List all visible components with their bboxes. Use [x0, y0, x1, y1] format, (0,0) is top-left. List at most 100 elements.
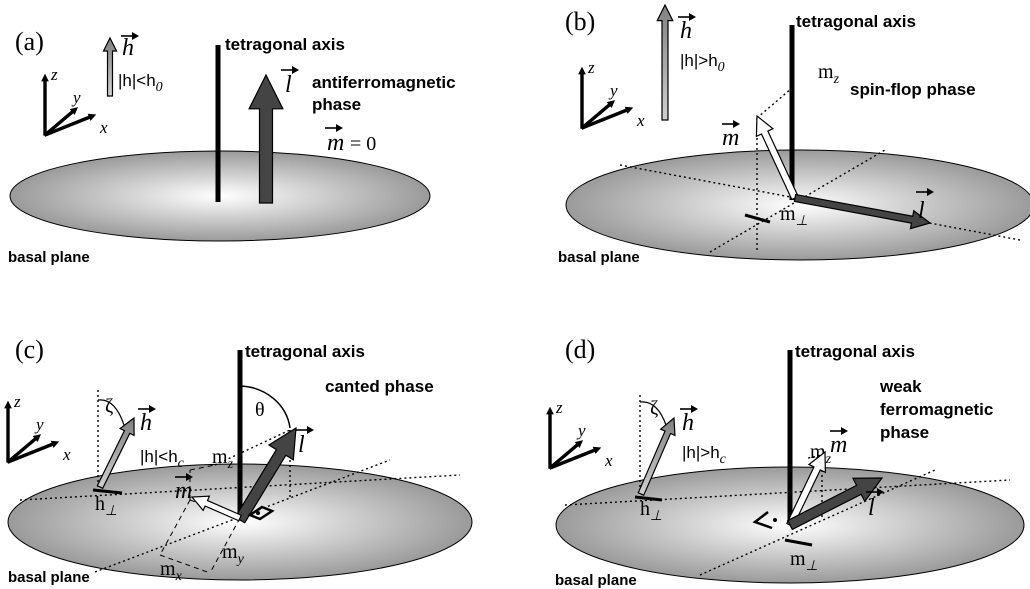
vector-head — [689, 13, 696, 21]
l-label: l — [868, 495, 875, 521]
field-symbol: h — [682, 410, 694, 436]
mx-label-sub: x — [175, 569, 183, 584]
z-label: z — [50, 65, 58, 84]
panel-label: (a) — [15, 27, 44, 56]
phase-label: antiferromagnetic — [312, 73, 456, 92]
m-label: m — [175, 478, 192, 504]
field-condition: |h|>hc — [682, 443, 727, 467]
x-axis — [8, 441, 58, 463]
h-perp-label-sub: ⊥ — [650, 509, 662, 524]
m-label: m — [327, 130, 344, 156]
x-label: x — [604, 451, 613, 470]
vector-head — [132, 32, 139, 40]
panel-label: (d) — [565, 335, 595, 364]
phase-label: spin-flop phase — [850, 80, 976, 99]
panel-label: (b) — [565, 7, 595, 36]
vector-head — [149, 405, 156, 413]
field-symbol: h — [140, 410, 152, 436]
mz-label: mz — [818, 61, 840, 87]
field-condition: |h|>h0 — [680, 51, 725, 75]
right-angle-dot — [773, 518, 777, 522]
zeta-label: ζ — [650, 397, 658, 419]
z-label: z — [555, 398, 563, 417]
field-arrow — [104, 38, 117, 96]
y-axis — [44, 108, 77, 136]
x-label: x — [62, 445, 71, 464]
x-axis — [582, 107, 632, 129]
x-label: x — [99, 118, 108, 137]
theta-arc — [240, 386, 290, 428]
field-symbol: h — [680, 18, 692, 44]
field-condition-sub: 0 — [156, 80, 163, 95]
axis-label: tetragonal axis — [245, 342, 365, 361]
m-perp-label-sub: ⊥ — [806, 559, 818, 574]
z-axis — [579, 68, 585, 128]
l-label: l — [918, 198, 925, 224]
m-label: m — [830, 432, 847, 458]
my-label-sub: y — [236, 552, 245, 567]
y-axis — [581, 101, 614, 129]
x-label: x — [636, 111, 645, 130]
field-condition-main: |h|<h — [140, 447, 178, 466]
plane-label: basal plane — [555, 572, 637, 589]
my-label-main: m — [222, 541, 238, 563]
mz-label-sub: z — [227, 457, 234, 472]
z-axis — [42, 75, 48, 135]
h-perp-label-main: h — [95, 493, 105, 515]
m-perp-label-main: m — [780, 203, 796, 225]
theta-label: θ — [255, 399, 265, 421]
mz-label-main: m — [818, 61, 834, 83]
field-condition-sub: c — [720, 452, 727, 467]
field-condition: |h|<h0 — [118, 71, 163, 95]
y-label: y — [34, 415, 44, 434]
vector-head — [292, 66, 299, 74]
vector-head — [691, 405, 698, 413]
plane-label: basal plane — [558, 249, 640, 266]
x-axis — [550, 447, 600, 469]
mx-label-main: m — [160, 558, 176, 580]
phase-label: canted phase — [325, 377, 434, 396]
plane-label: basal plane — [8, 569, 90, 586]
field-condition-main: |h|>h — [682, 443, 720, 462]
phase-label: weak — [879, 377, 922, 396]
l-label: l — [285, 72, 292, 98]
field-condition-main: |h|>h — [680, 51, 718, 70]
field-condition-main: |h|<h — [118, 71, 156, 90]
basal-plane-disc — [566, 150, 1030, 260]
phase-label: phase — [312, 95, 361, 114]
z-axis — [5, 402, 11, 462]
m-perp-label-main: m — [790, 548, 806, 570]
x-axis — [45, 114, 95, 136]
axis-label: tetragonal axis — [225, 35, 345, 54]
axis-label: tetragonal axis — [795, 342, 915, 361]
phase-label: phase — [880, 423, 929, 442]
h-perp-label-sub: ⊥ — [105, 504, 117, 519]
vector-head — [307, 426, 314, 434]
z-axis — [547, 408, 553, 468]
l-label: l — [298, 432, 305, 458]
y-axis — [7, 435, 40, 463]
right-angle-dot — [256, 511, 260, 515]
h-perp-label-main: h — [640, 498, 650, 520]
phase-label: ferromagnetic — [880, 400, 993, 419]
panel-label: (c) — [15, 335, 44, 364]
figure: (a)zyxh|h|<h0tetragonal axislantiferroma… — [0, 0, 1030, 589]
plane-label: basal plane — [8, 249, 90, 266]
y-label: y — [71, 88, 81, 107]
field-condition-sub: c — [178, 456, 185, 471]
m-value: = 0 — [350, 133, 376, 155]
mz-label-main: m — [212, 446, 228, 468]
field-condition-sub: 0 — [718, 60, 725, 75]
field-arrow — [657, 5, 673, 120]
m-label: m — [722, 125, 739, 151]
mz-label-sub: z — [833, 72, 840, 87]
projection-line — [757, 88, 792, 118]
y-label: y — [576, 421, 586, 440]
z-label: z — [587, 58, 595, 77]
z-label: z — [13, 392, 21, 411]
y-axis — [549, 441, 582, 469]
zeta-label: ζ — [105, 395, 113, 417]
m-perp-label-sub: ⊥ — [796, 214, 808, 229]
axis-label: tetragonal axis — [796, 12, 916, 31]
y-label: y — [608, 81, 618, 100]
